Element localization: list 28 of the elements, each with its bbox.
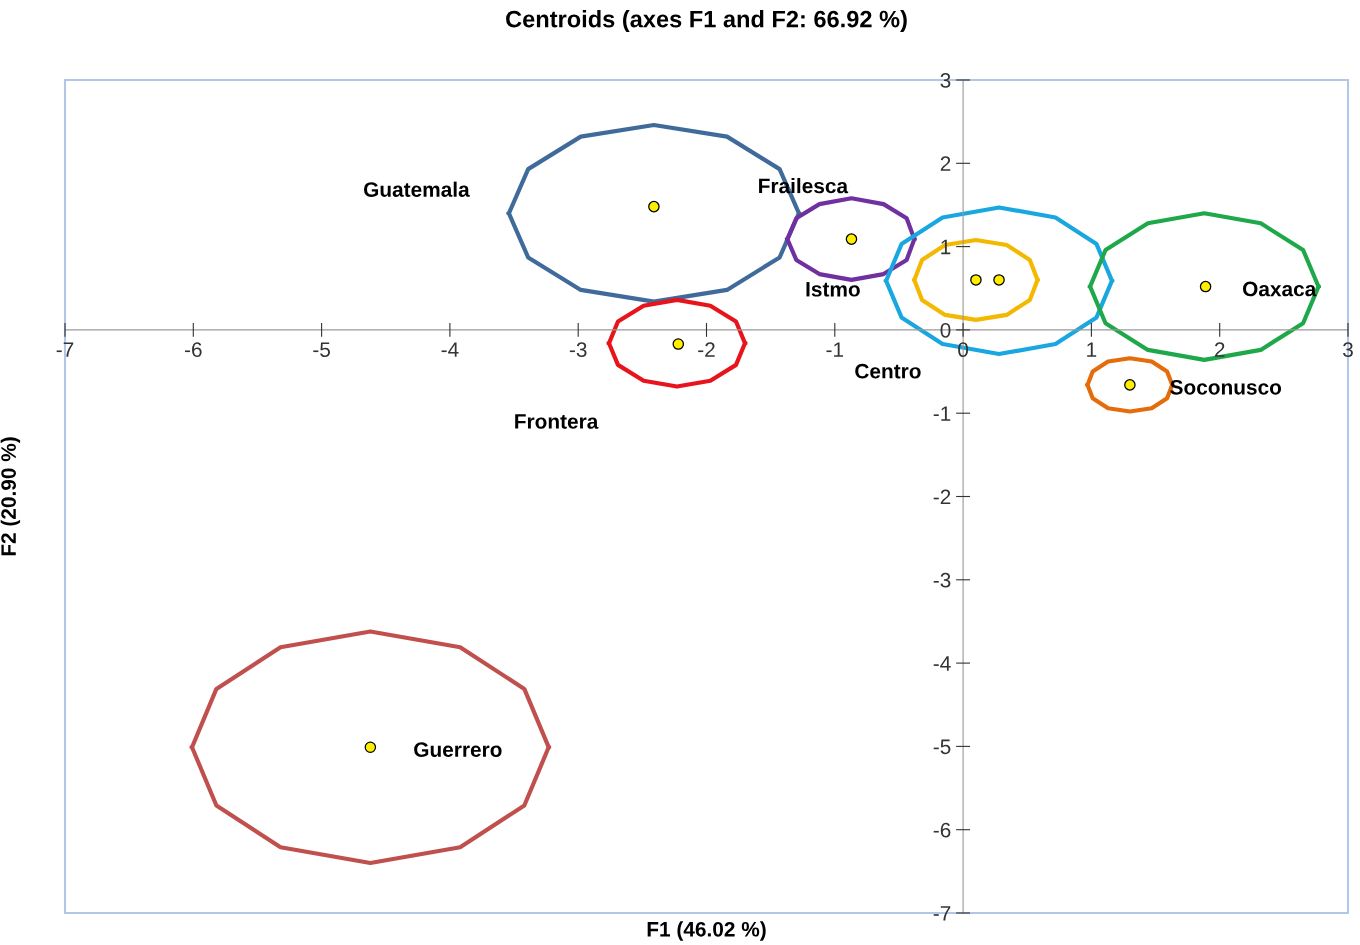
annotation: Frontera: [515, 414, 599, 429]
y-tick-label: -7: [933, 906, 951, 921]
annotation: Guerrero: [414, 742, 502, 757]
y-tick-label: -6: [933, 822, 951, 838]
y-tick-label: -5: [933, 739, 951, 755]
y-tick-label: -4: [933, 656, 951, 671]
x-tick-label: -5: [313, 342, 330, 358]
y-tick-label: -3: [933, 572, 951, 588]
chart-title: Centroids (axes F1 and F2: 66.92 %): [506, 10, 907, 33]
x-tick-label: 2: [1214, 342, 1225, 357]
x-tick-label: -4: [441, 342, 459, 357]
y-axis-title: F2 (20.90 %): [0, 437, 21, 556]
y-tick-label: 0: [940, 322, 951, 338]
x-axis-title: F1 (46.02 %): [647, 921, 766, 941]
x-tick-label: -7: [56, 342, 74, 357]
x-tick-label: -2: [698, 342, 715, 357]
y-tick-label: -1: [933, 406, 951, 421]
x-tick-label: -6: [184, 342, 202, 358]
x-tick-label: -3: [569, 342, 587, 358]
x-tick-label: -1: [826, 342, 844, 357]
annotation: Centro: [855, 363, 921, 379]
x-tick-label: 1: [1087, 342, 1097, 357]
y-tick-label: 2: [940, 156, 951, 171]
y-tick-label: 3: [940, 73, 951, 88]
x-tick-label: 3: [1343, 342, 1353, 358]
y-tick-label: -2: [933, 489, 951, 505]
annotation: Istmo: [806, 282, 860, 297]
annotation: Guatemala: [363, 181, 470, 197]
